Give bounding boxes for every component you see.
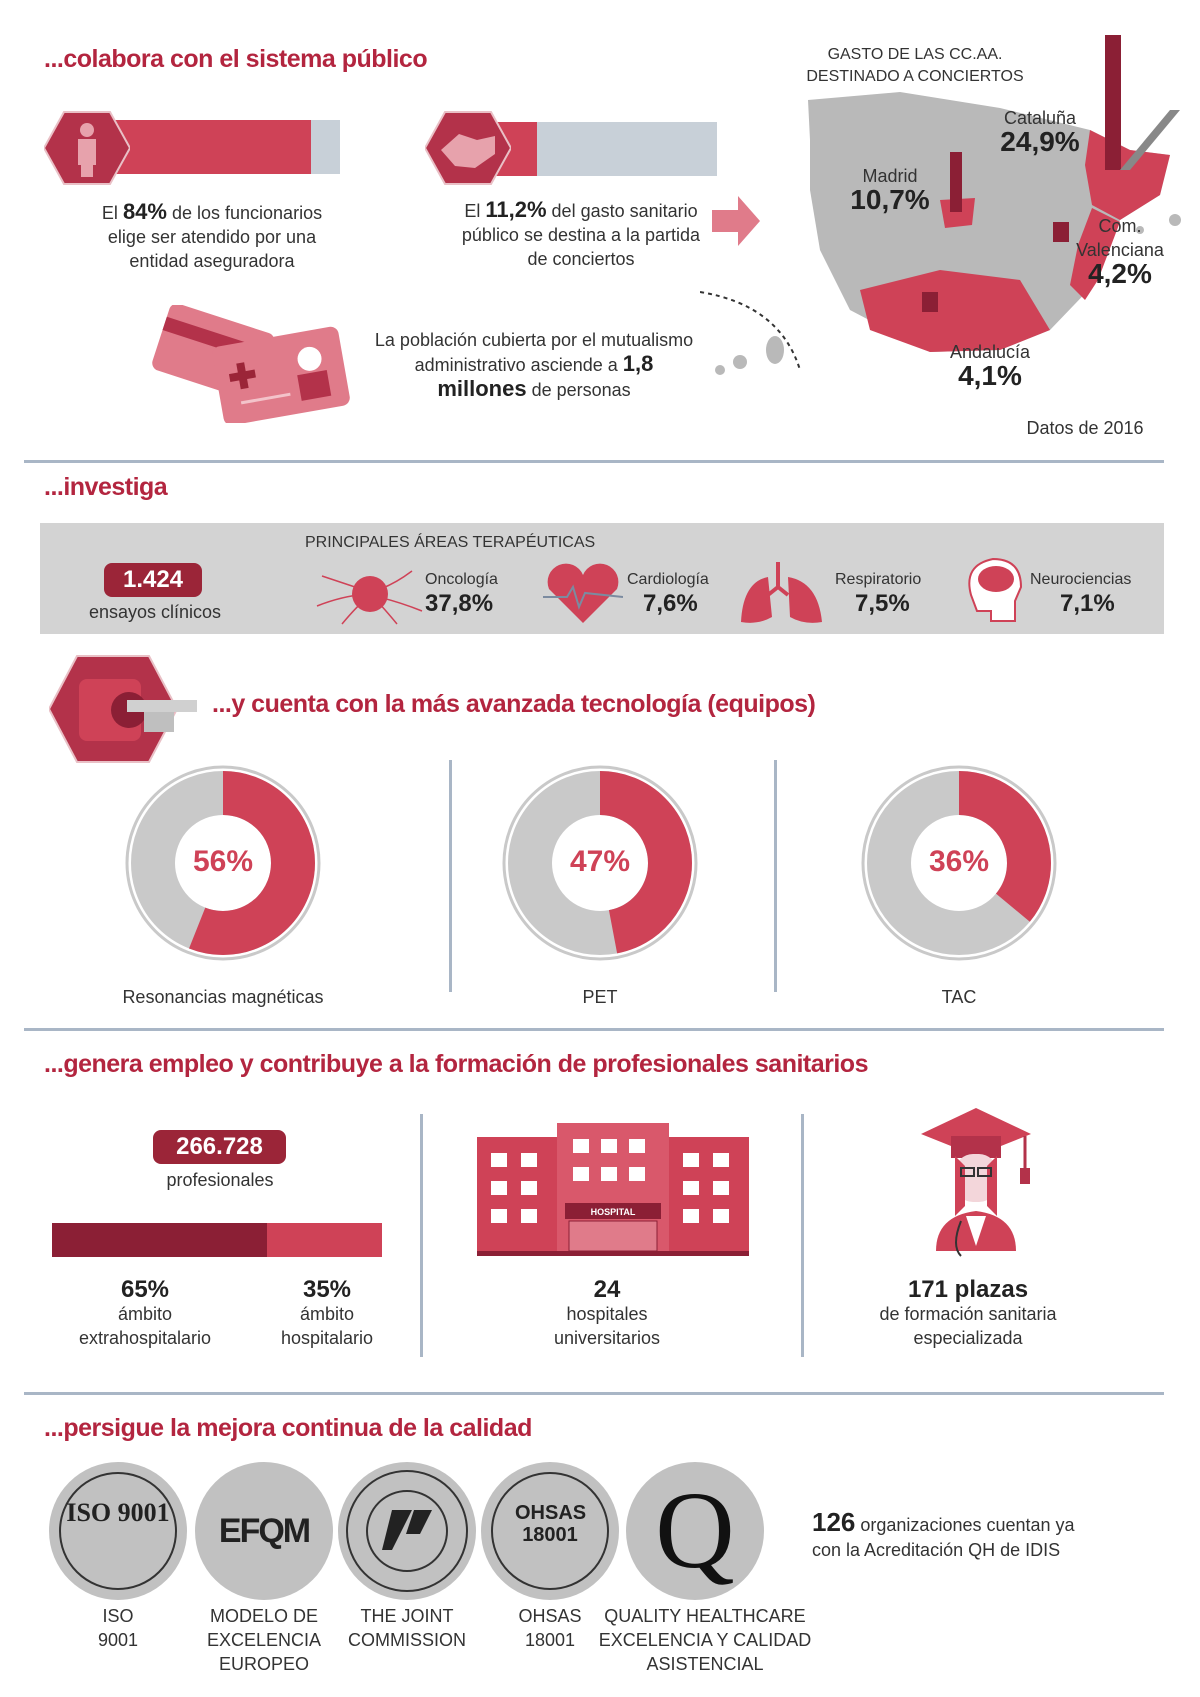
- hospital-window: [629, 1139, 645, 1153]
- areas-title: PRINCIPALES ÁREAS TERAPÉUTICAS: [305, 534, 596, 551]
- hospital-window: [573, 1167, 589, 1181]
- health-card-icon: [152, 305, 350, 423]
- section-divider: [24, 1392, 1164, 1395]
- section-title-calidad: ...persigue la mejora continua de la cal…: [44, 1414, 532, 1442]
- qh-accreditation-text: 126 organizaciones cuentan ya con la Acre…: [812, 1507, 1075, 1560]
- area-cardiologia: Cardiología 7,6%: [627, 571, 709, 617]
- handshake-icon: [425, 111, 511, 185]
- spain-map: [700, 35, 1181, 375]
- iso-9001-logo: ISO 9001: [49, 1462, 187, 1600]
- professionals-badge: 266.728: [153, 1130, 286, 1164]
- hospital-window: [521, 1153, 537, 1167]
- vertical-divider: [449, 760, 452, 992]
- donut-value: 47%: [569, 845, 631, 878]
- hospital-window: [491, 1181, 507, 1195]
- poblacion-text: La población cubierta por el mutualismo …: [374, 330, 694, 401]
- hospital-window: [601, 1139, 617, 1153]
- lungs-icon: [741, 562, 822, 623]
- vertical-divider: [801, 1114, 804, 1357]
- hospital-window: [521, 1181, 537, 1195]
- cert-label-joint: THE JOINT COMMISSION: [347, 1606, 466, 1650]
- hospital-window: [629, 1167, 645, 1181]
- hospital-window: [713, 1153, 729, 1167]
- hospital-window: [491, 1153, 507, 1167]
- quality-healthcare-logo: Q: [626, 1462, 764, 1600]
- mri-scanner-icon: [49, 655, 197, 763]
- area-neurociencias: Neurociencias 7,1%: [1030, 571, 1132, 617]
- graduate-doctor-icon: [921, 1108, 1031, 1257]
- funcionarios-text: El 84% de los funcionarios elige ser ate…: [101, 199, 323, 272]
- joint-commission-logo: [338, 1462, 476, 1600]
- gasto-text: El 11,2% del gasto sanitario público se …: [461, 197, 701, 270]
- section-title-colabora: ...colabora con el sistema público: [44, 45, 428, 73]
- hospital-window: [573, 1139, 589, 1153]
- donut-label: PET: [582, 987, 618, 1007]
- cert-label-iso: ISO 9001: [97, 1606, 139, 1650]
- hospital-window: [713, 1181, 729, 1195]
- hospital-window: [683, 1209, 699, 1223]
- heart-icon: [543, 563, 623, 623]
- area-respiratorio: Respiratorio 7,5%: [835, 571, 922, 617]
- donut-tac: [861, 765, 1057, 961]
- hospital-window: [683, 1153, 699, 1167]
- trials-badge: 1.424: [104, 563, 202, 597]
- employment-split-bar: [52, 1223, 382, 1257]
- professionals-label: profesionales: [166, 1170, 274, 1190]
- split-extrahospitalario: 65% ámbito extrahospitalario: [78, 1276, 212, 1349]
- cert-label-ohsas: OHSAS 18001: [518, 1606, 582, 1650]
- vertical-divider: [420, 1114, 423, 1357]
- hospitals-stat: 24 hospitales universitarios: [553, 1276, 661, 1349]
- area-oncologia: Oncología 37,8%: [425, 571, 498, 617]
- section-title-tecnologia: ...y cuenta con la más avanzada tecnolog…: [212, 690, 816, 718]
- hospital-window: [521, 1209, 537, 1223]
- region-madrid: Madrid 10,7%: [850, 166, 930, 215]
- hospital-icon: HOSPITAL: [477, 1123, 749, 1256]
- region-cataluna: Cataluña 24,9%: [1000, 108, 1080, 157]
- donut-value: 36%: [928, 845, 990, 878]
- civil-servant-icon: [44, 111, 130, 185]
- donut-arc: [867, 771, 1051, 955]
- donut-label: Resonancias magnéticas: [122, 987, 324, 1007]
- hospital-window: [601, 1167, 617, 1181]
- cert-label-qh: QUALITY HEALTHCARE EXCELENCIA Y CALIDAD AS…: [598, 1606, 812, 1674]
- donut-pet: [502, 765, 698, 961]
- donut-label: TAC: [941, 987, 977, 1007]
- gasto-bar: [480, 122, 717, 176]
- donut-arc: [508, 771, 692, 955]
- split-hospitalario: 35% ámbito hospitalario: [280, 1276, 374, 1349]
- vertical-divider: [774, 760, 777, 992]
- section-title-empleo: ...genera empleo y contribuye a la forma…: [44, 1050, 869, 1078]
- hospital-window: [683, 1181, 699, 1195]
- section-divider: [24, 1028, 1164, 1031]
- donut-arc: [131, 771, 315, 955]
- region-andalucia: Andalucía 4,1%: [949, 342, 1031, 391]
- section-divider: [24, 460, 1164, 463]
- trials-label: ensayos clínicos: [88, 602, 222, 622]
- hospital-window: [713, 1209, 729, 1223]
- hospital-sign: HOSPITAL: [591, 1207, 636, 1217]
- efqm-logo: EFQM: [195, 1462, 333, 1600]
- donut-resonancias: [125, 765, 321, 961]
- cert-label-efqm: MODELO DE EXCELENCIA EUROPEO: [206, 1606, 322, 1674]
- ohsas-18001-logo: OHSAS 18001: [481, 1462, 619, 1600]
- section-title-investiga: ...investiga: [44, 473, 168, 501]
- region-valenciana: Com. Valenciana 4,2%: [1076, 216, 1164, 289]
- tumor-cell-icon: [316, 570, 423, 625]
- arrow-right-icon: [712, 196, 760, 246]
- map-title: GASTO DE LAS CC.AA. DESTINADO A CONCIERTO…: [806, 46, 1024, 85]
- data-year-note: Datos de 2016: [1026, 418, 1144, 438]
- donut-value: 56%: [192, 845, 254, 878]
- funcionarios-bar: [100, 120, 340, 174]
- brain-icon: [968, 557, 1023, 622]
- hospital-window: [491, 1209, 507, 1223]
- plazas-stat: 171 plazas de formación sanitaria especial…: [879, 1276, 1057, 1349]
